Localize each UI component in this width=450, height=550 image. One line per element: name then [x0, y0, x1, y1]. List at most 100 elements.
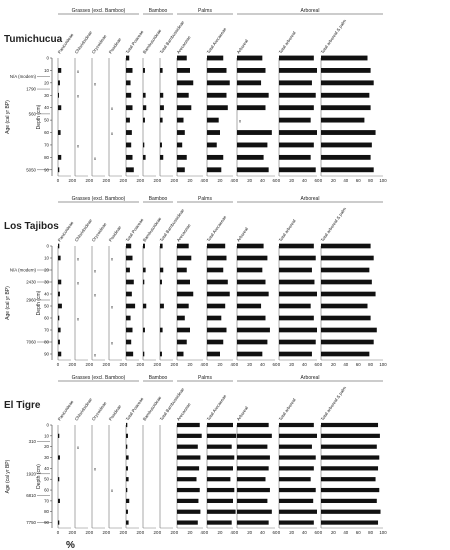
trace-marker: x: [77, 143, 80, 148]
column-tick-label: 20: [171, 178, 176, 183]
pollen-bar: [160, 154, 164, 160]
pollen-bar: [237, 315, 266, 321]
pollen-bar: [279, 142, 314, 148]
pollen-bar: [207, 509, 236, 514]
pollen-bar: [321, 520, 379, 525]
column-tick-label: 20: [188, 362, 193, 367]
pollen-bar: [177, 279, 190, 285]
pollen-bar: [207, 255, 227, 261]
pollen-bar: [207, 243, 226, 249]
depth-tick-label: 10: [44, 68, 49, 73]
taxon-label: Arecaceae: [176, 34, 192, 54]
pollen-bar: [177, 55, 187, 61]
group-header: Palms: [198, 196, 212, 202]
pollen-bar: [321, 255, 374, 261]
pollen-bar: [237, 351, 263, 357]
column-tick-label: 40: [343, 530, 348, 535]
pollen-bar: [321, 455, 380, 460]
taxon-label: Oryzoideae: [91, 221, 108, 242]
pollen-bar: [321, 130, 376, 135]
column-tick-label: 60: [315, 530, 320, 535]
pollen-bar: [207, 327, 227, 333]
pollen-bar: [58, 255, 61, 261]
pollen-bar: [207, 477, 231, 482]
column-tick-label: 20: [137, 178, 142, 183]
pollen-bar: [160, 142, 162, 148]
depth-tick-label: 60: [44, 130, 49, 135]
trace-marker: x: [94, 466, 97, 471]
pollen-bar: [177, 477, 197, 482]
pollen-bar: [143, 68, 145, 73]
pollen-bar: [58, 279, 62, 285]
trace-marker: x: [94, 81, 97, 86]
pollen-bar: [321, 167, 374, 173]
depth-tick-label: 60: [44, 488, 49, 493]
pollen-bar: [177, 130, 185, 135]
column-tick-label: 40: [260, 530, 265, 535]
pollen-bar: [177, 520, 198, 525]
depth-tick-label: 30: [44, 93, 49, 98]
pollen-bar: [207, 117, 219, 123]
pollen-bar: [321, 487, 380, 493]
pollen-bar: [279, 105, 314, 111]
site-title: Los Tajibos: [4, 221, 59, 232]
column-tick-label: 0: [108, 530, 111, 535]
trace-marker: x: [239, 119, 242, 124]
depth-tick-label: 20: [44, 444, 49, 449]
pollen-bar: [207, 291, 230, 297]
pollen-bar: [237, 80, 262, 86]
trace-marker: x: [77, 316, 80, 321]
pollen-bar: [177, 167, 185, 173]
column-tick-label: 20: [137, 362, 142, 367]
pollen-bar: [237, 255, 268, 261]
pollen-bar: [237, 498, 268, 504]
column-tick-label: 0: [91, 362, 94, 367]
taxon-label: Arboreal: [236, 38, 249, 54]
pollen-bar: [177, 339, 187, 345]
pollen-bar: [237, 243, 264, 249]
column-tick-label: 0: [236, 178, 239, 183]
pollen-bar: [279, 303, 311, 309]
pollen-bar: [237, 105, 266, 111]
column-tick-label: 20: [120, 530, 125, 535]
pollen-bar: [143, 92, 146, 98]
column-tick-label: 20: [154, 178, 159, 183]
column-tick-label: 0: [176, 362, 179, 367]
pollen-bar: [321, 498, 377, 504]
group-header: Bamboo: [149, 375, 168, 381]
percent-axis-label: %: [66, 540, 75, 550]
group-header: Bamboo: [149, 196, 168, 202]
age-label: 2960: [26, 298, 36, 303]
pollen-bar: [177, 105, 192, 111]
pollen-bar: [207, 303, 226, 309]
pollen-bar: [321, 68, 371, 73]
pollen-bar: [237, 327, 270, 333]
age-label: 2430: [26, 280, 36, 285]
column-tick-label: 0: [176, 530, 179, 535]
pollen-bar: [177, 142, 183, 148]
column-tick-label: 60: [315, 178, 320, 183]
age-label: 7750: [26, 520, 36, 525]
pollen-bar: [177, 154, 187, 160]
pollen-bar: [126, 255, 133, 261]
column-tick-label: 0: [108, 362, 111, 367]
pollen-bar: [279, 243, 314, 249]
pollen-bar: [160, 105, 164, 111]
pollen-bar: [126, 315, 131, 321]
pollen-bar: [160, 92, 164, 98]
pollen-bar: [177, 509, 201, 514]
depth-tick-label: 30: [44, 455, 49, 460]
column-tick-label: 0: [278, 178, 281, 183]
column-tick-label: 40: [260, 362, 265, 367]
column-tick-label: 60: [273, 530, 278, 535]
pollen-bar: [58, 327, 61, 333]
column-tick-label: 40: [260, 178, 265, 183]
pollen-bar: [207, 92, 227, 98]
column-tick-label: 0: [57, 362, 60, 367]
age-label: 560: [29, 111, 37, 116]
trace-marker: x: [77, 256, 80, 261]
taxon-label: Total arboreal & palm: [320, 206, 348, 242]
column-tick-label: 60: [315, 362, 320, 367]
column-tick-label: 80: [368, 178, 373, 183]
pollen-bar: [321, 327, 377, 333]
